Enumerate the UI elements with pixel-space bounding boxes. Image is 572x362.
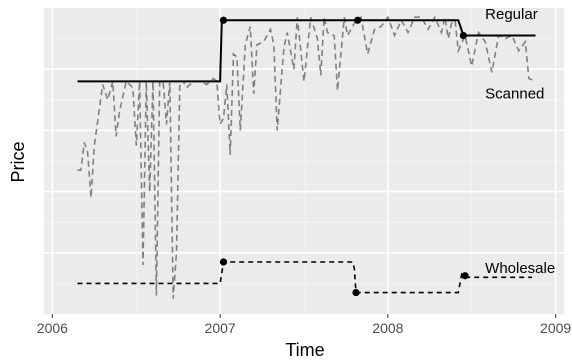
x-tick-label: 2008 (372, 320, 403, 336)
x-axis-title: Time (285, 340, 324, 360)
x-tick-label: 2006 (37, 320, 68, 336)
series-line-scanned (77, 15, 536, 299)
series-line-wholesale (77, 261, 533, 294)
series-point-wholesale (461, 272, 469, 280)
series-point-wholesale (352, 288, 360, 297)
series-point-regular (354, 16, 362, 24)
series-label-scanned: Scanned (485, 86, 544, 103)
series-label-regular: Regular (485, 6, 538, 23)
y-axis-title: Price (8, 141, 28, 182)
series-labels: Regular Scanned Wholesale (485, 6, 555, 277)
series-points (219, 16, 469, 297)
series-point-regular (219, 16, 228, 24)
series-point-regular (459, 31, 467, 40)
grid-lines (44, 8, 564, 314)
series-label-wholesale: Wholesale (485, 260, 555, 277)
x-tick-label: 2007 (205, 320, 236, 336)
x-tick-label: 2009 (540, 320, 571, 336)
x-axis: 2006 2007 2008 2009 (37, 314, 571, 336)
series-point-wholesale (219, 258, 228, 266)
